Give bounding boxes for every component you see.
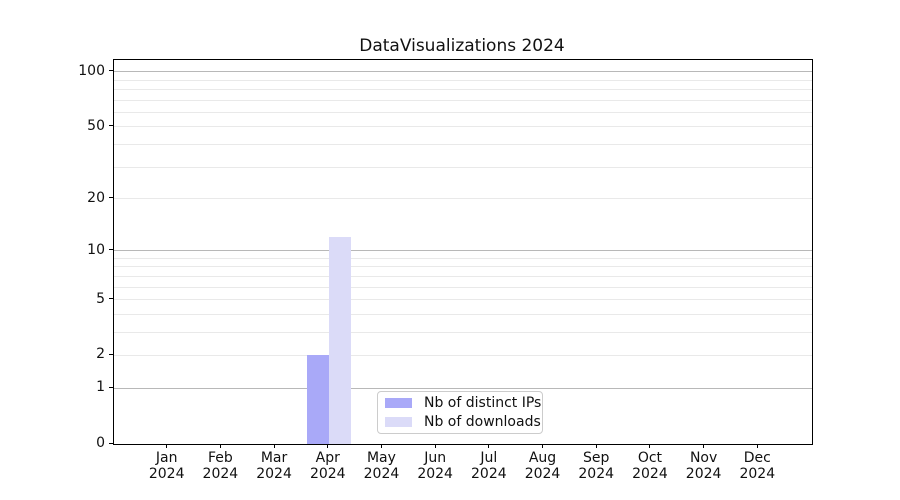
- chart-title: DataVisualizations 2024: [359, 36, 565, 56]
- y-tick-label-50: 50: [87, 117, 105, 134]
- x-tick-oct: [649, 444, 651, 448]
- legend-row-downloads: Nb of downloads: [385, 414, 541, 430]
- x-tick-feb: [219, 444, 221, 448]
- y-tick-2: [109, 353, 113, 355]
- gridline-minor-6: [114, 286, 812, 288]
- gridline-minor-9: [114, 257, 812, 259]
- x-tick-jul: [488, 444, 490, 448]
- x-tick-label-nov: Nov 2024: [685, 450, 722, 482]
- legend-row-distinct-ips: Nb of distinct IPs: [385, 395, 541, 411]
- x-tick-aug: [542, 444, 544, 448]
- y-tick-label-2: 2: [96, 346, 105, 363]
- gridline-minor-7: [114, 275, 812, 277]
- gridline-minor-8: [114, 266, 812, 268]
- gridline-minor-60: [114, 112, 812, 114]
- gridline-minor-70: [114, 99, 812, 101]
- gridline-minor-4: [114, 313, 812, 315]
- x-tick-label-dec: Dec 2024: [739, 450, 776, 482]
- legend: Nb of distinct IPs Nb of downloads: [377, 391, 543, 434]
- y-tick-0: [109, 442, 113, 444]
- y-tick-50: [109, 125, 113, 127]
- x-tick-label-jun: Jun 2024: [417, 450, 453, 482]
- y-tick-label-100: 100: [78, 62, 105, 79]
- x-tick-apr: [327, 444, 329, 448]
- x-tick-may: [380, 444, 382, 448]
- legend-swatch-downloads: [385, 417, 412, 427]
- gridline-minor-80: [114, 89, 812, 91]
- legend-swatch-distinct-ips: [385, 398, 412, 408]
- x-tick-label-sep: Sep 2024: [578, 450, 615, 482]
- gridline-minor-90: [114, 79, 812, 81]
- gridline-major-10: [114, 250, 812, 252]
- y-tick-label-20: 20: [87, 189, 105, 206]
- gridline-minor-50: [114, 126, 812, 128]
- y-tick-20: [109, 197, 113, 198]
- gridline-minor-3: [114, 331, 812, 333]
- x-tick-label-jan: Jan 2024: [148, 450, 185, 482]
- x-tick-label-jul: Jul 2024: [471, 450, 507, 482]
- y-tick-label-0: 0: [96, 435, 105, 451]
- x-tick-label-may: May 2024: [363, 450, 400, 482]
- gridline-minor-5: [114, 299, 812, 301]
- x-tick-label-aug: Aug 2024: [524, 450, 561, 482]
- x-tick-mar: [273, 444, 275, 448]
- bar-nb-of-distinct-ips-apr: [306, 355, 329, 444]
- gridline-minor-40: [114, 144, 812, 146]
- y-tick-label-1: 1: [96, 379, 105, 396]
- x-tick-label-feb: Feb 2024: [202, 450, 239, 482]
- legend-label-downloads: Nb of downloads: [424, 414, 541, 430]
- y-tick-100: [109, 70, 113, 72]
- gridline-minor-20: [114, 198, 812, 199]
- x-tick-label-mar: Mar 2024: [256, 450, 292, 482]
- gridline-minor-30: [114, 166, 812, 168]
- gridline-major-100: [114, 71, 812, 73]
- x-tick-jun: [434, 444, 436, 448]
- y-tick-1: [109, 386, 113, 388]
- y-tick-10: [109, 249, 113, 251]
- y-tick-label-5: 5: [96, 290, 105, 307]
- x-tick-nov: [703, 444, 705, 448]
- gridline-minor-2: [114, 354, 812, 356]
- x-tick-jan: [166, 444, 168, 448]
- x-tick-dec: [756, 444, 758, 448]
- plot-area: [113, 59, 813, 445]
- y-tick-label-10: 10: [87, 241, 105, 258]
- y-tick-5: [109, 298, 113, 300]
- bar-nb-of-downloads-apr: [328, 237, 351, 444]
- x-tick-label-oct: Oct 2024: [632, 450, 668, 482]
- legend-label-distinct-ips: Nb of distinct IPs: [424, 395, 542, 411]
- x-tick-label-apr: Apr 2024: [309, 450, 346, 482]
- gridline-major-1: [114, 387, 812, 389]
- x-tick-sep: [595, 444, 597, 448]
